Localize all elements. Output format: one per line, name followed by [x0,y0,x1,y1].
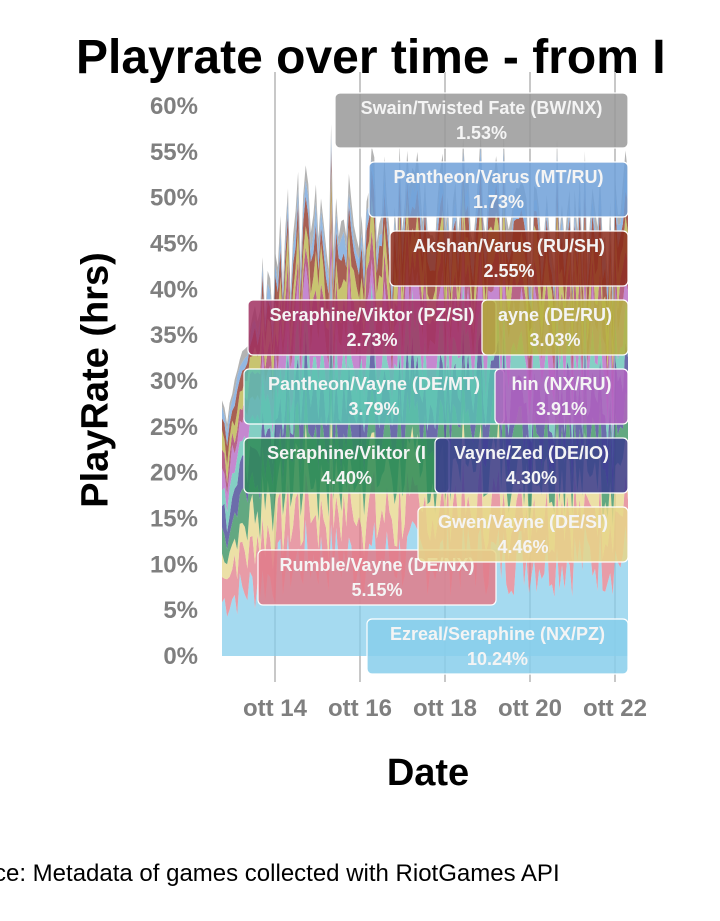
series-value: 5.15% [351,580,402,600]
series-label-8: ayne (DE/RU) 3.03% [481,299,629,356]
series-label-5: Pantheon/Vayne (DE/MT) 3.79% [243,368,505,425]
series-value: 3.79% [348,399,399,419]
series-value: 2.55% [483,261,534,281]
series-name: Gwen/Vayne (DE/SI) [438,512,608,532]
x-tick-label: ott 18 [413,695,477,722]
y-tick-label: 30% [150,368,198,395]
series-name: Ezreal/Seraphine (NX/PZ) [390,624,605,644]
x-tick-label: ott 16 [328,695,392,722]
x-axis-label: Date [386,752,470,794]
x-tick-label: ott 20 [498,695,562,722]
series-label-11: Swain/Twisted Fate (BW/NX) 1.53% [334,92,629,149]
series-value: 10.24% [467,649,528,669]
series-label-7: Seraphine/Viktor (PZ/SI) 2.73% [247,299,497,356]
series-label-box [334,92,629,149]
area-6 [222,232,628,513]
x-tick-label: ott 22 [583,695,647,722]
y-axis-ticks: 0% 5% 10% 15% 20% 25% 30% 35% 40% 45% 50% 55% 60% [150,93,198,670]
series-value: 4.40% [321,468,372,488]
series-name: Swain/Twisted Fate (BW/NX) [361,98,603,118]
series-label-4: Vayne/Zed (DE/IO) 4.30% [434,437,629,494]
y-tick-label: 55% [150,139,198,166]
series-name: Vayne/Zed (DE/IO) [454,443,609,463]
y-tick-label: 50% [150,185,198,212]
series-labels: Ezreal/Seraphine (NX/PZ) 10.24% Rumble/Vay… [243,92,629,675]
y-tick-label: 10% [150,551,198,578]
series-label-9: Akshan/Varus (RU/SH) 2.55% [389,230,629,287]
series-label-6: hin (NX/RU) 3.91% [494,368,629,425]
chart-caption: ce: Metadata of games collected with Rio… [0,860,560,887]
y-tick-label: 25% [150,414,198,441]
y-tick-label: 0% [163,643,198,670]
series-value: 4.46% [497,537,548,557]
series-value: 3.91% [536,399,587,419]
series-value: 3.03% [529,330,580,350]
series-name: Pantheon/Varus (MT/RU) [393,167,603,187]
series-name: Seraphine/Viktor (PZ/SI) [270,305,475,325]
series-value: 1.53% [456,123,507,143]
y-tick-label: 5% [163,597,198,624]
series-label-box [257,549,497,606]
y-tick-label: 20% [150,460,198,487]
series-label-3: Seraphine/Viktor (I 4.40% [243,437,450,494]
y-tick-label: 60% [150,93,198,120]
series-name: ayne (DE/RU) [498,305,612,325]
series-label-box [368,161,629,218]
series-label-box [417,506,629,563]
x-axis-ticks: ott 14 ott 16 ott 18 ott 20 ott 22 [243,695,647,722]
series-name: hin (NX/RU) [512,374,612,394]
y-tick-label: 15% [150,506,198,533]
x-tick-label: ott 14 [243,695,308,722]
series-name: Seraphine/Viktor (I [267,443,426,463]
series-label-box [434,437,629,494]
area-4 [222,305,628,550]
chart-title: Playrate over time - from I [76,31,666,84]
y-tick-label: 40% [150,276,198,303]
series-name: Akshan/Varus (RU/SH) [413,236,605,256]
series-label-2: Gwen/Vayne (DE/SI) 4.46% [417,506,629,563]
series-label-box [481,299,629,356]
y-tick-label: 35% [150,322,198,349]
series-name: Pantheon/Vayne (DE/MT) [268,374,480,394]
series-label-box [366,618,629,675]
series-label-0: Ezreal/Seraphine (NX/PZ) 10.24% [366,618,629,675]
series-label-10: Pantheon/Varus (MT/RU) 1.73% [368,161,629,218]
series-label-box [494,368,629,425]
series-label-box [389,230,629,287]
series-value: 4.30% [506,468,557,488]
series-value: 2.73% [346,330,397,350]
series-value: 1.73% [473,192,524,212]
series-label-1: Rumble/Vayne (DE/NX)5.15% [257,549,497,606]
y-tick-label: 45% [150,231,198,258]
